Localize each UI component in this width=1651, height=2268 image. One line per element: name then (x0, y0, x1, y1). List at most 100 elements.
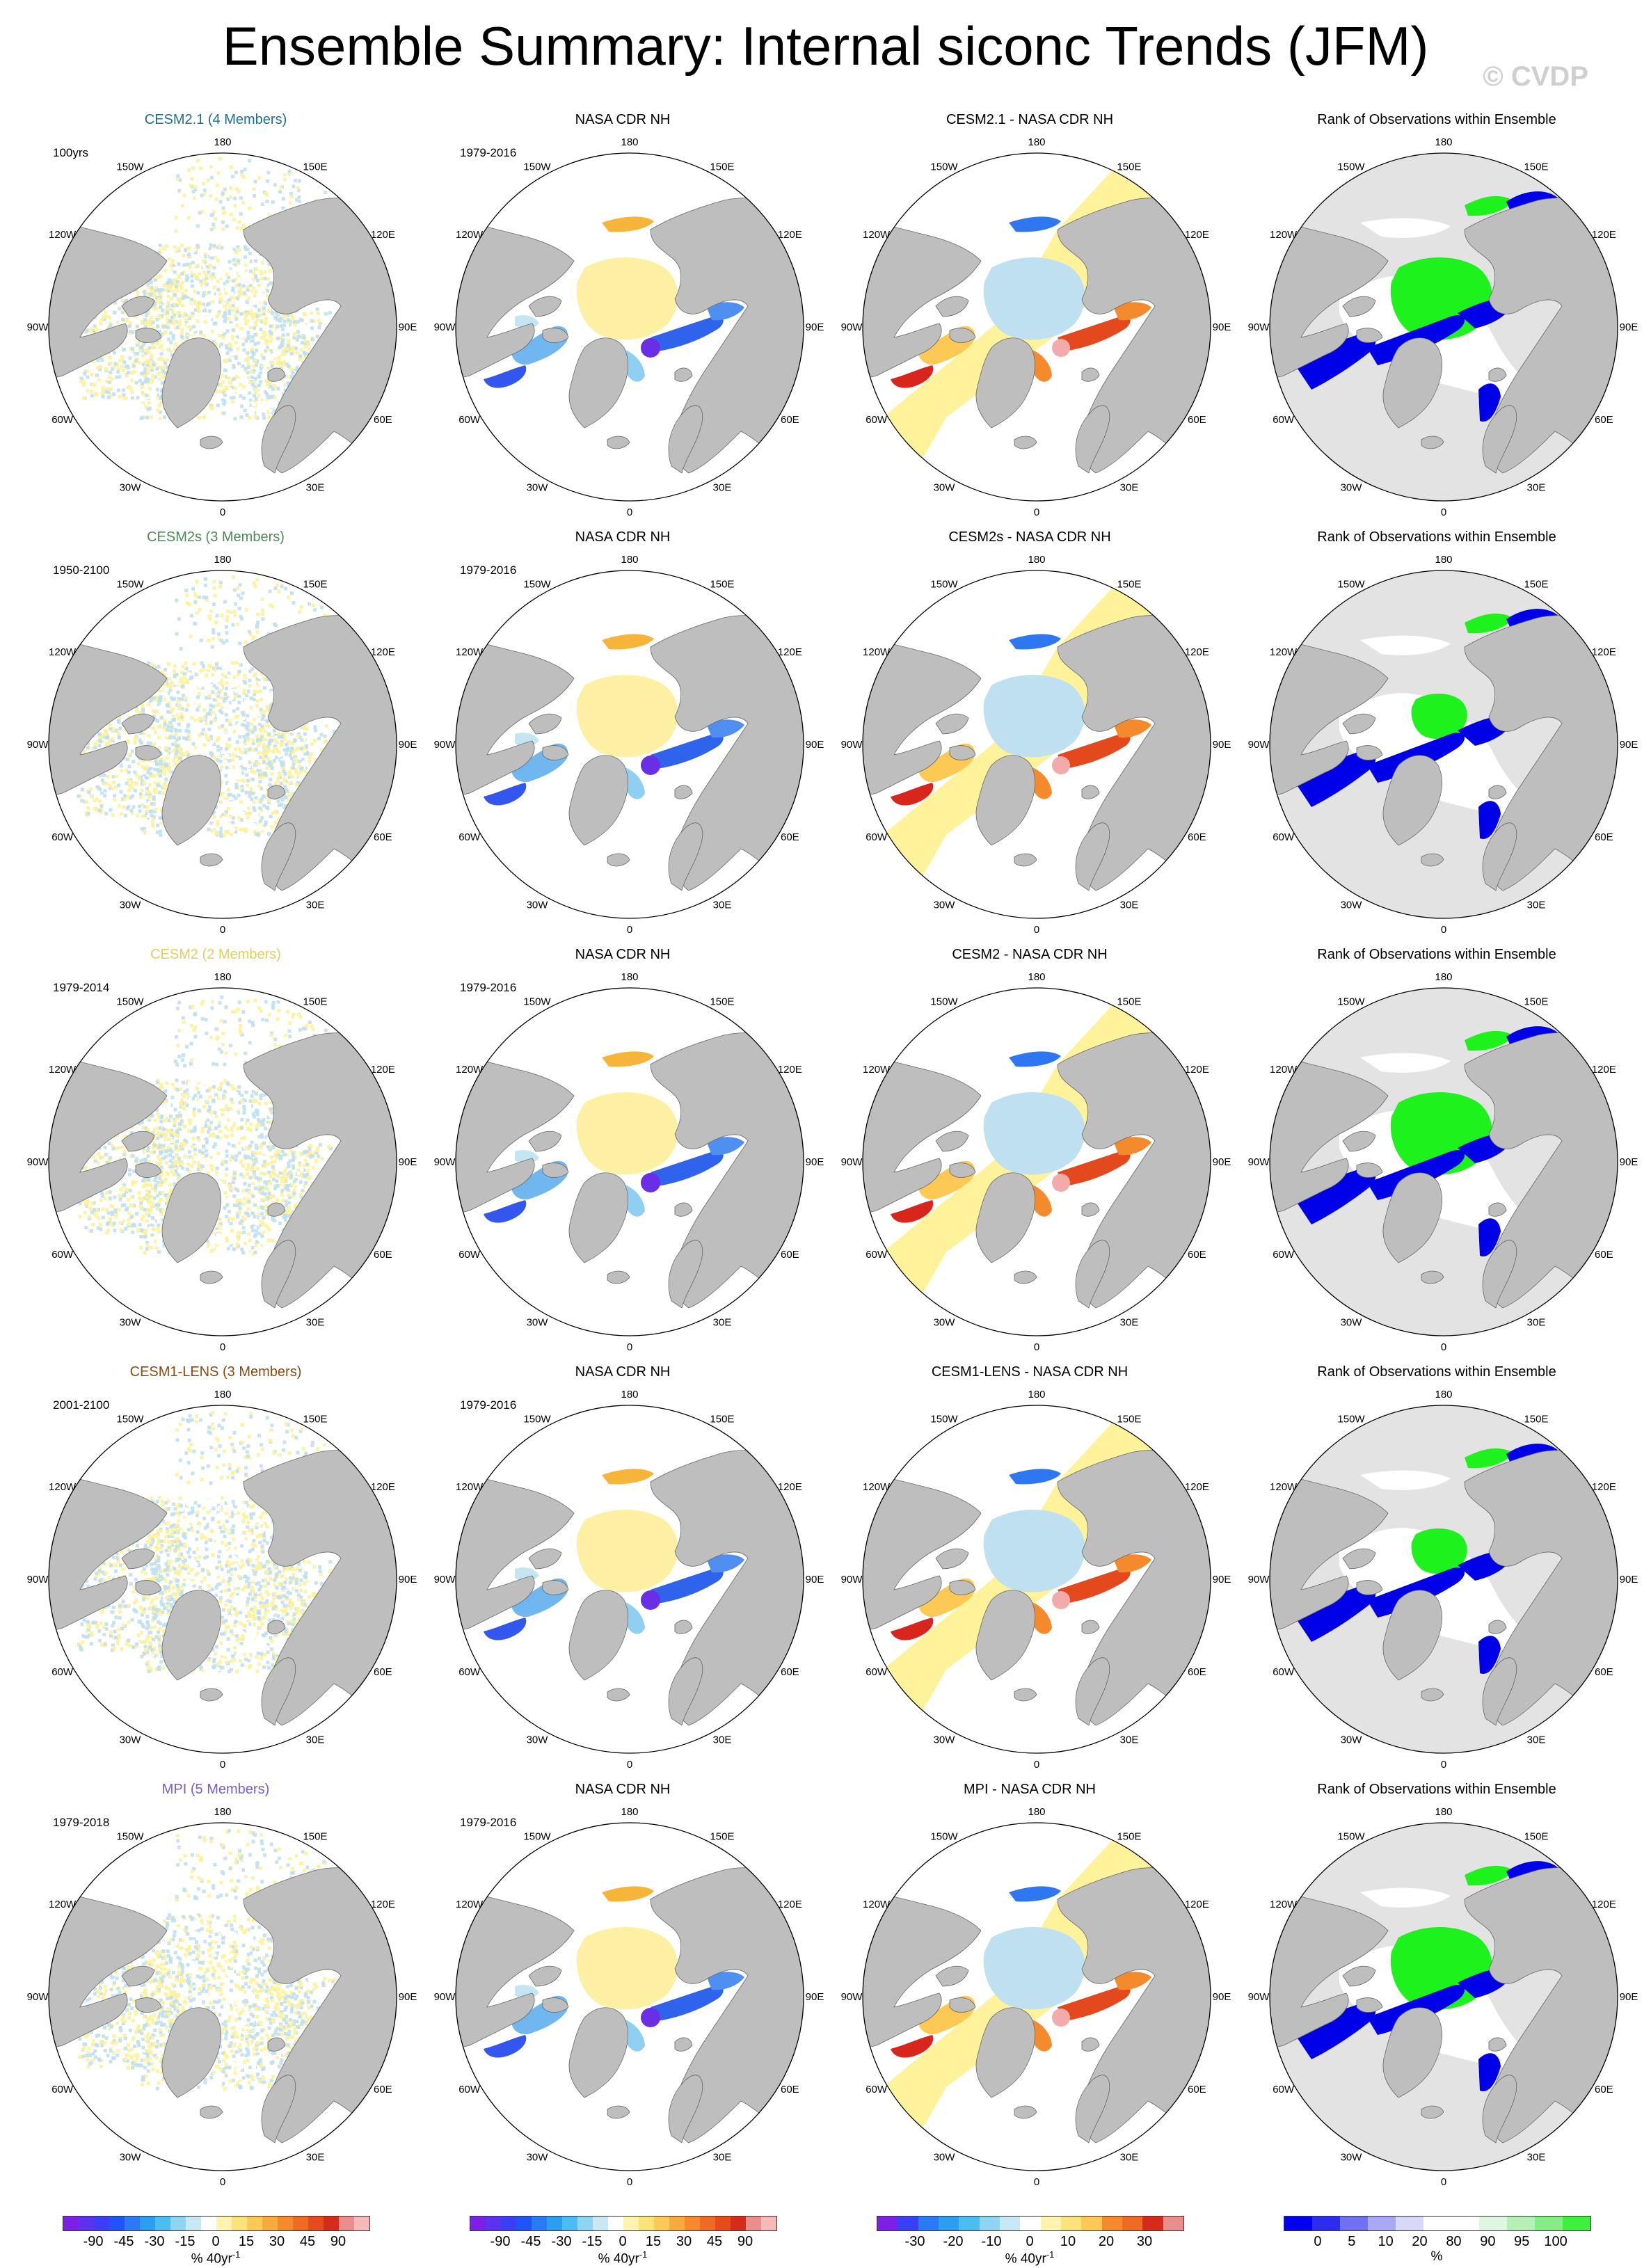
longitude-label: 120W (863, 646, 891, 658)
longitude-label: 90E (806, 1574, 824, 1586)
longitude-label: 90W (841, 1574, 863, 1586)
period-label: 1979-2016 (460, 564, 517, 577)
longitude-label: 120E (371, 1481, 395, 1493)
colorbar-swatches (470, 2216, 777, 2231)
land-scandinavia (668, 1240, 703, 1309)
colorbar-swatch (94, 2217, 109, 2230)
longitude-label: 120W (863, 229, 891, 241)
land-svalbard (674, 1202, 693, 1217)
colorbar-tick-label: -90 (83, 2234, 104, 2249)
colorbar-swatch (1284, 2217, 1312, 2230)
longitude-label: 60E (1188, 414, 1206, 426)
longitude-label: 60E (1188, 1249, 1206, 1261)
longitude-label: 150W (523, 1414, 551, 1426)
longitude-label: 0 (1034, 924, 1039, 936)
map-boundary (455, 152, 804, 502)
colorbar-swatch (232, 2217, 247, 2230)
colorbar-tick-label: 80 (1446, 2234, 1462, 2249)
longitude-label: 60E (781, 1666, 799, 1678)
colorbar-swatch (155, 2217, 170, 2230)
land-svalbard (674, 367, 693, 382)
diff-map: 180 150E 120E 90E 60E 30E 0 30W 60W 90W 120W 150W (841, 1806, 1231, 2188)
colorbar-swatch (354, 2217, 369, 2230)
colorbar-swatch (1081, 2217, 1102, 2230)
map-boundary (1269, 987, 1618, 1336)
longitude-label: 120E (1592, 1481, 1616, 1493)
longitude-label: 60W (1273, 414, 1295, 426)
longitude-label: 120E (778, 229, 802, 241)
longitude-label: 0 (220, 924, 225, 936)
longitude-label: 60E (1188, 2084, 1206, 2095)
land-svalbard (1488, 1620, 1507, 1634)
land-iceland (200, 436, 223, 449)
period-label: 2001-2100 (53, 1398, 110, 1412)
longitude-label: 150E (1117, 996, 1141, 1008)
longitude-label: 60W (458, 831, 481, 843)
colorbar-tick-label: 30 (676, 2234, 692, 2249)
longitude-label: 150E (303, 161, 327, 173)
land-iceland (607, 1688, 630, 1702)
land-archipelago (528, 713, 569, 760)
land-north_america (456, 1050, 575, 1218)
land-north_america (49, 1885, 168, 2053)
land-scandinavia (1075, 405, 1110, 474)
panel-rank-row-1: Rank of Observations within Ensemble 180 1… (1235, 111, 1638, 529)
longitude-label: 90E (1620, 1991, 1638, 2003)
longitude-label: 30W (120, 1734, 142, 1746)
colorbar-swatch (186, 2217, 201, 2230)
longitude-label: 90W (841, 321, 863, 333)
longitude-label: 60E (374, 1666, 392, 1678)
longitude-label: 30W (120, 2151, 142, 2163)
longitude-label: 150W (116, 161, 144, 173)
diff-map: 180 150E 120E 90E 60E 30E 0 30W 60W 90W 120W 150W (841, 1389, 1231, 1771)
land-iceland (1014, 1270, 1037, 1284)
colorbar-tick-label: 90 (330, 2234, 346, 2249)
longitude-label: 30W (1341, 481, 1363, 493)
diff-overlay (891, 1051, 1162, 1223)
panel-obs-row-2: NASA CDR NH 180 150E 120E 90E 60E 30E 0 30W 60W 90… (421, 529, 824, 946)
land-iceland (1421, 1688, 1444, 1702)
longitude-label: 90W (434, 739, 456, 751)
map-boundary (455, 987, 804, 1336)
period-label: 100yrs (53, 146, 89, 159)
colorbar-swatch (125, 2217, 140, 2230)
longitude-label: 0 (1034, 506, 1039, 518)
longitude-label: 30W (934, 481, 956, 493)
panel-title: Rank of Observations within Ensemble (1317, 1364, 1556, 1380)
colorbar-tick-label: 95 (1514, 2234, 1530, 2249)
map-boundary (1269, 152, 1618, 502)
land-archipelago (121, 1965, 162, 2013)
model-map: 180 150E 120E 90E 60E 30E 0 30W 60W 90W 120W 150W (27, 554, 417, 936)
land-greenland (975, 1172, 1035, 1263)
longitude-label: 150W (1337, 579, 1365, 591)
longitude-label: 180 (1028, 554, 1045, 566)
longitude-label: 150E (1524, 1831, 1548, 1843)
longitude-label: 60W (51, 831, 74, 843)
colorbar-trend-model: -90 -45 -30 -15 0 15 30 45 90 % 40yr-1 (63, 2216, 370, 2266)
land-archipelago (935, 713, 976, 760)
land-scandinavia (261, 405, 296, 474)
longitude-label: 60E (781, 2084, 799, 2095)
map-boundary (862, 1405, 1211, 1754)
colorbar-unit-label: % 40yr-1 (1005, 2249, 1055, 2267)
longitude-label: 0 (627, 924, 632, 936)
longitude-label: 180 (621, 1806, 638, 1818)
longitude-label: 120W (49, 1064, 77, 1076)
longitude-label: 30E (306, 2151, 325, 2163)
colorbar-tick-label: 10 (1060, 2234, 1076, 2249)
colorbar-unit-label: % (1430, 2249, 1443, 2264)
land-iceland (607, 436, 630, 449)
colorbar-tick-label: -45 (113, 2234, 134, 2249)
colorbar-swatch (877, 2217, 898, 2230)
colorbar-swatch (1507, 2217, 1535, 2230)
land-archipelago (528, 1965, 569, 2013)
longitude-label: 90E (806, 739, 824, 751)
colorbar-tick-label: 0 (1026, 2234, 1034, 2249)
land-greenland (975, 755, 1035, 846)
longitude-label: 180 (1028, 136, 1045, 148)
colorbar-swatch (999, 2217, 1021, 2230)
colorbar-tick-label: 0 (212, 2234, 220, 2249)
longitude-label: 150E (1117, 1831, 1141, 1843)
land-archipelago (935, 1131, 976, 1178)
longitude-label: 150W (930, 1831, 958, 1843)
